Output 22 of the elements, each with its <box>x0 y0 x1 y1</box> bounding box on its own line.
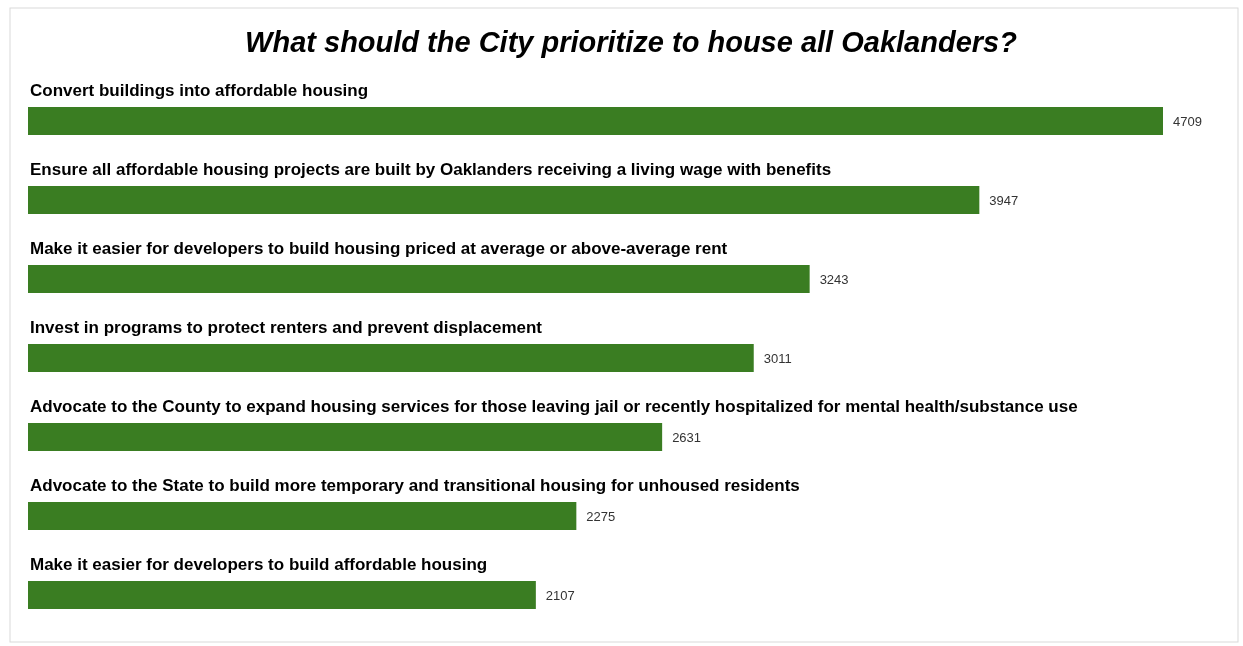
y-tick-label: Convert buildings into affordable housing <box>30 81 369 100</box>
y-tick-label: Advocate to the State to build more temporary and transitional housing for unhoused residents <box>30 476 800 495</box>
data-label: 3243 <box>819 272 849 287</box>
bar <box>28 502 577 530</box>
bar <box>28 344 754 372</box>
bar <box>28 186 980 214</box>
y-tick-label: Invest in programs to protect renters and prevent displacement <box>30 318 543 337</box>
y-tick-label: Advocate to the County to expand housing services for those leaving jail or recently hospitalized for mental health/substance use <box>30 397 1078 416</box>
data-label: 3011 <box>763 351 792 366</box>
data-label: 4709 <box>1173 114 1202 129</box>
data-label: 2275 <box>586 509 616 524</box>
data-label: 2631 <box>672 430 702 445</box>
y-tick-label: Ensure all affordable housing projects are built by Oaklanders receiving a living wage with benefits <box>30 160 832 179</box>
bar <box>28 107 1163 135</box>
chart-title: What should the City prioritize to house all Oaklanders? <box>245 26 1018 58</box>
y-tick-label: Make it easier for developers to build housing priced at average or above-average rent <box>30 239 728 258</box>
bar <box>28 265 810 293</box>
bar <box>28 581 536 609</box>
data-label: 3947 <box>989 193 1019 208</box>
data-label: 2107 <box>545 588 575 603</box>
y-tick-label: Make it easier for developers to build affordable housing <box>30 555 488 574</box>
bar <box>28 423 663 451</box>
